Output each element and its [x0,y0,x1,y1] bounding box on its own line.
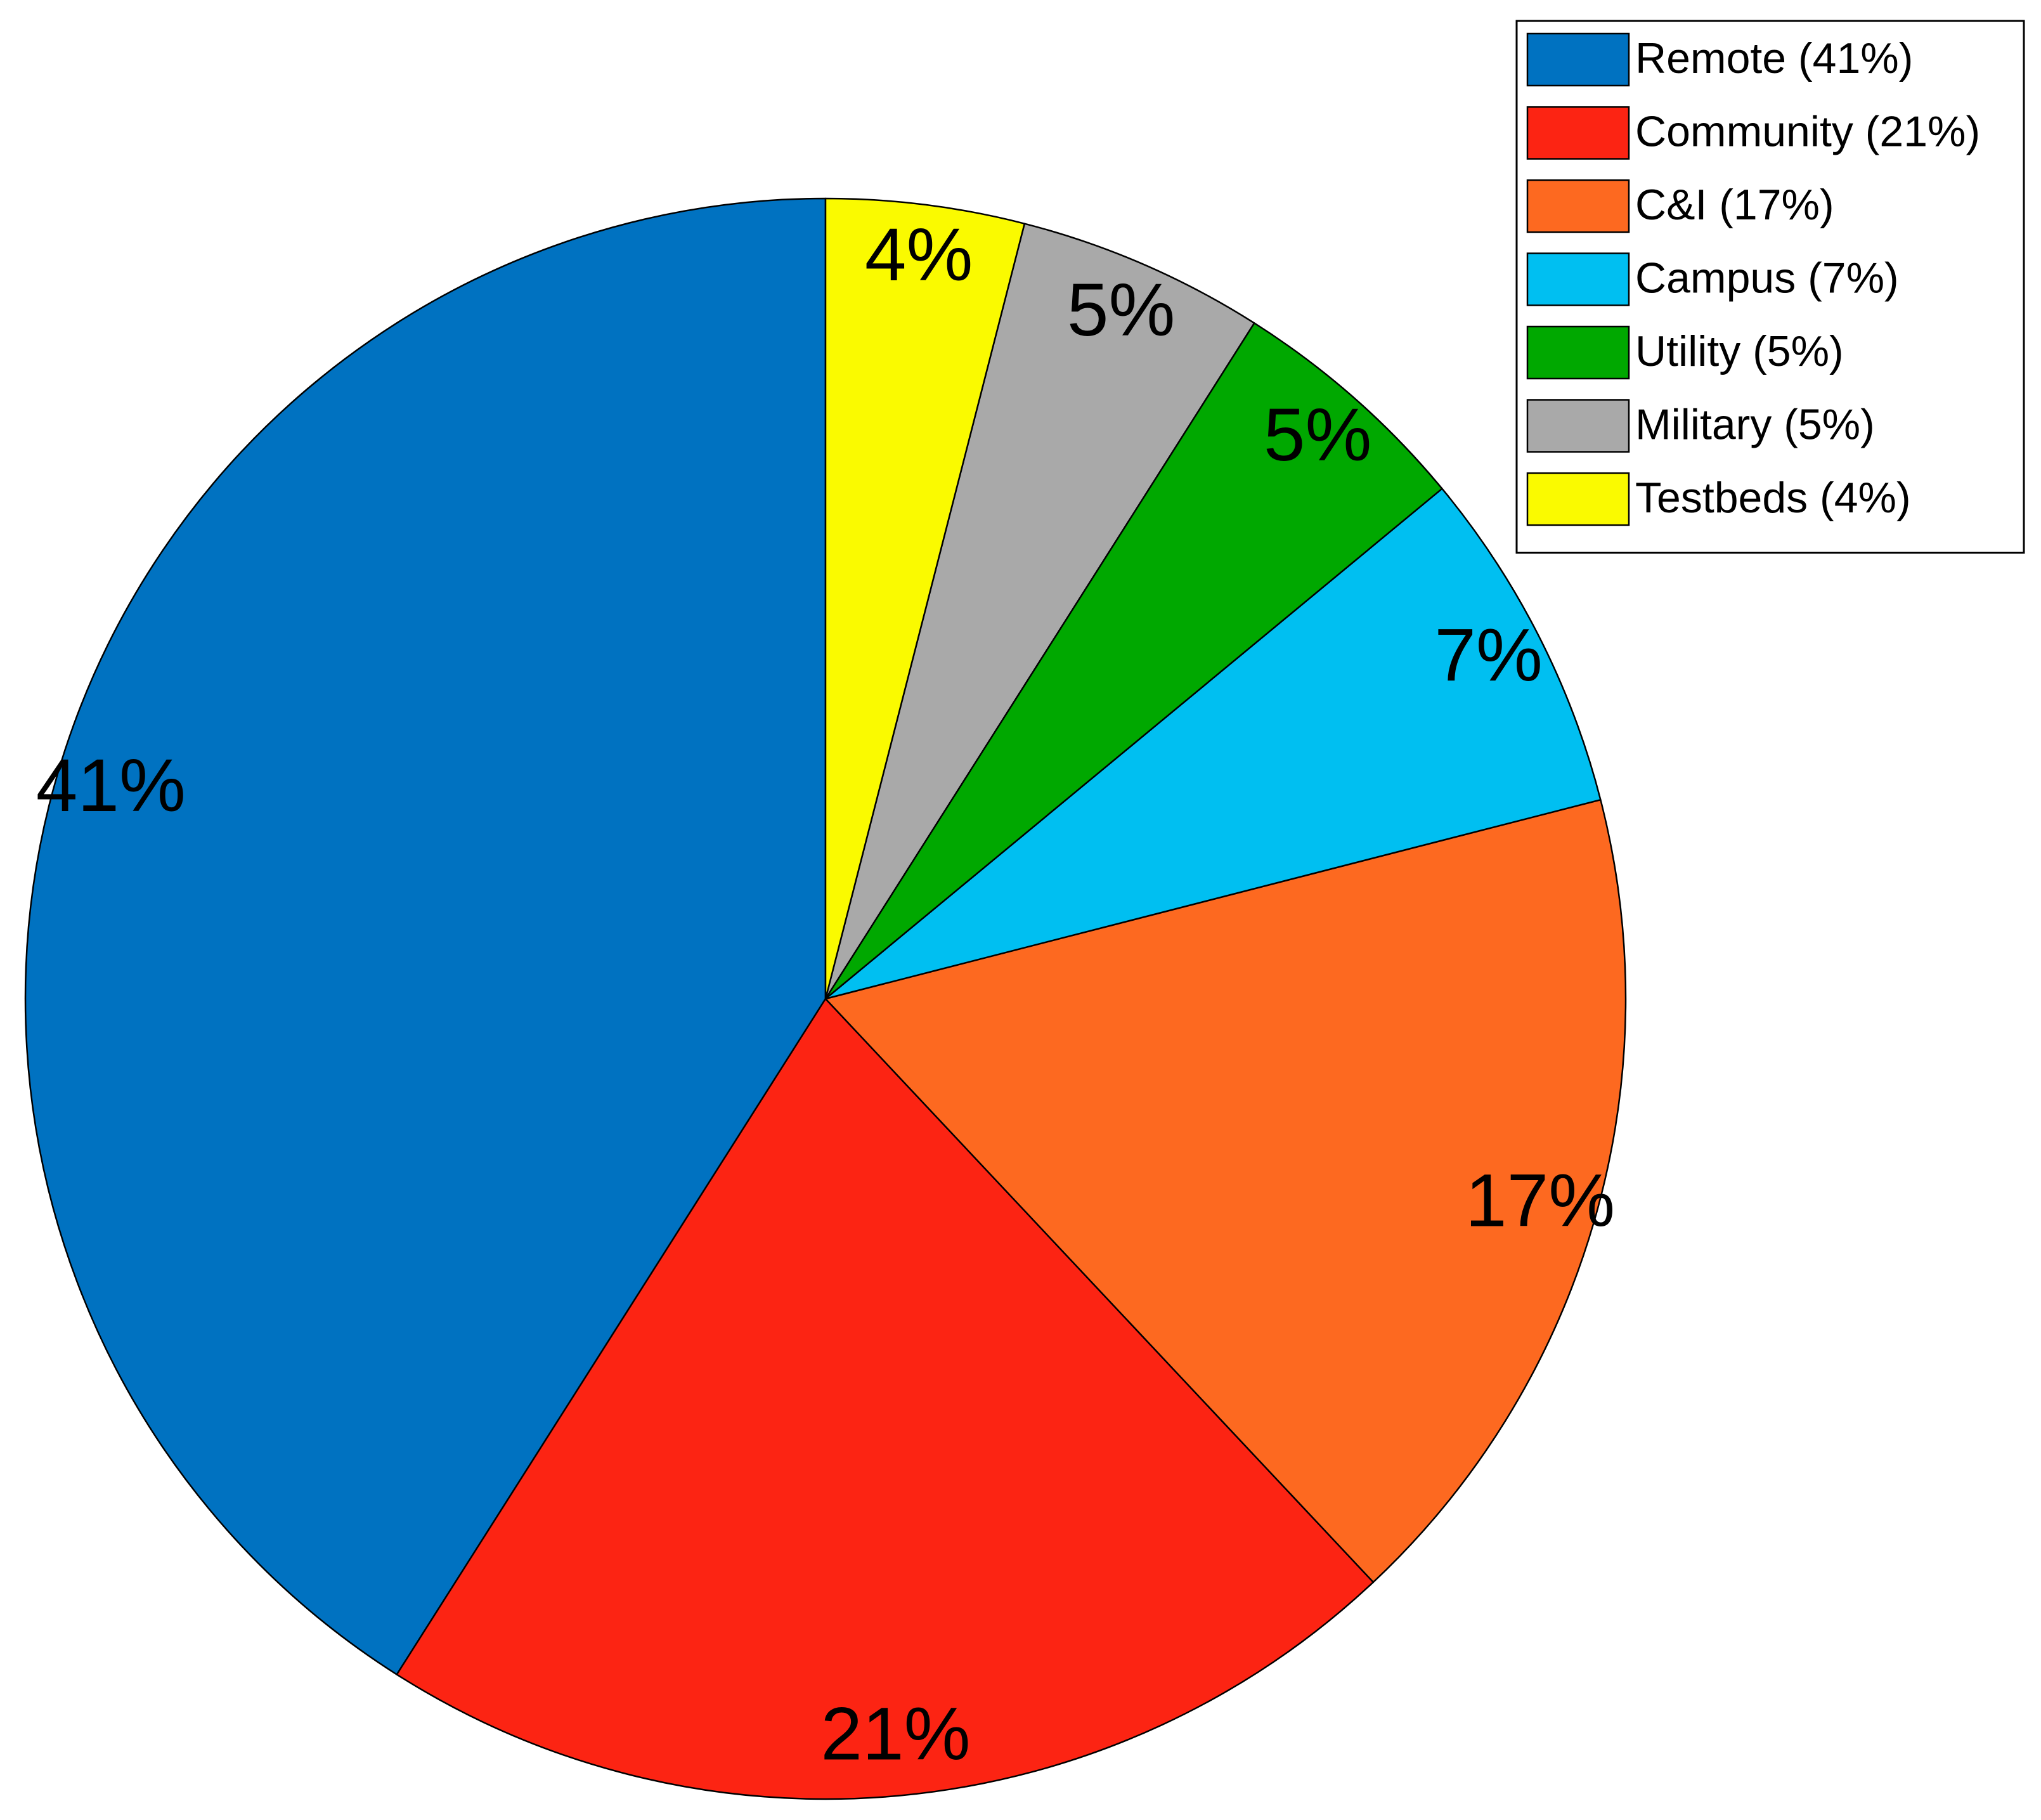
legend-swatch-campus [1526,252,1630,306]
pie-slices [24,197,1627,1800]
legend: Remote (41%) Community (21%) C&I (17%) Camp… [1515,20,2025,554]
legend-label-remote: Remote (41%) [1635,34,1913,82]
pie-slice-c-i [824,798,1627,1583]
pie-slice-utility [824,322,1443,1000]
slice-label-campus: 7% [1434,613,1543,697]
legend-label-utility: Utility (5%) [1635,327,1844,375]
pie-slice-testbeds [824,197,1026,1000]
legend-label-c-i: C&I (17%) [1635,181,1834,229]
legend-swatch-c-i [1526,179,1630,233]
legend-swatch-testbeds [1526,472,1630,526]
legend-label-military: Military (5%) [1635,400,1875,448]
pie-slice-campus [824,488,1602,1000]
legend-swatch-utility [1526,325,1630,380]
legend-label-campus: Campus (7%) [1635,254,1899,302]
legend-label-testbeds: Testbeds (4%) [1635,474,1911,522]
pie-labels: 41% 21% 17% 7% 5% 5% 4% [36,213,1615,1776]
pie-slice-community [396,998,1375,1800]
slice-label-c-i: 17% [1465,1159,1615,1243]
slice-label-utility: 5% [1264,393,1372,477]
slice-label-community: 21% [820,1693,970,1776]
legend-swatch-remote [1526,32,1630,87]
slice-label-testbeds: 4% [865,213,973,297]
pie-slice-military [824,223,1255,1000]
slice-label-remote: 41% [36,744,186,828]
slice-label-military: 5% [1067,268,1176,352]
legend-swatch-military [1526,399,1630,453]
legend-swatch-community [1526,106,1630,160]
legend-label-community: Community (21%) [1635,107,1980,155]
pie-slice-remote [24,197,827,1675]
